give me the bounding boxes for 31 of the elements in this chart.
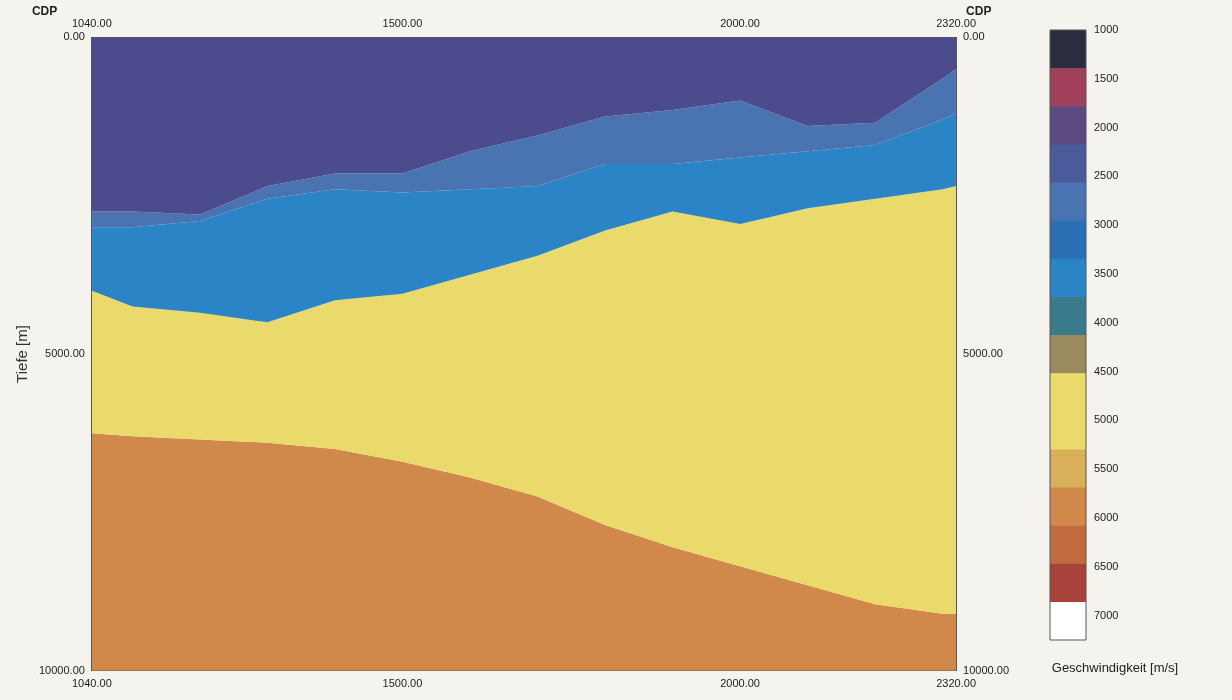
color-bar-label: 3000: [1094, 218, 1119, 231]
color-bar-label: 2500: [1094, 169, 1119, 182]
color-bar-label: 2000: [1094, 120, 1119, 133]
y2-tick-label: 5000.00: [963, 347, 1003, 360]
color-bar-label: 7000: [1094, 608, 1119, 621]
text: CDP: [31, 3, 58, 18]
x-tick-label: 1040.00: [72, 677, 112, 690]
x2-axis-title: CDP: [966, 3, 992, 18]
x-tick-label: 1500.00: [382, 677, 423, 690]
color-bar-label: 6000: [1094, 511, 1119, 524]
y-tick-label: 5000.00: [45, 347, 85, 360]
color-bar-label: 5000: [1094, 413, 1119, 426]
y2-tick-label: 10000.00: [963, 663, 1010, 676]
color-bar-label: 1000: [1094, 23, 1119, 36]
x-tick-label: 2000.00: [720, 677, 760, 690]
y-tick-label: 0.00: [63, 30, 85, 43]
color-bar-label: 1500: [1094, 71, 1119, 84]
x2-tick-label: 2320.00: [936, 16, 976, 29]
x2-tick-label: 1500.00: [382, 16, 423, 29]
x2-tick-label: 2000.00: [720, 16, 760, 29]
y-axis-title: Tiefe [m]: [13, 325, 31, 383]
y2-tick-label: 0.00: [963, 30, 985, 43]
color-bar-label: 5500: [1094, 462, 1119, 475]
x-tick-label: 2320.00: [936, 677, 976, 690]
color-bar-title: Geschwindigkeit [m/s]: [1051, 660, 1179, 676]
x2-tick-label: 1040.00: [72, 16, 112, 29]
color-bar-label: 4500: [1094, 364, 1119, 377]
y-tick-label: 10000.00: [38, 663, 85, 676]
color-bar-label: 3500: [1094, 267, 1119, 280]
color-bar-label: 6500: [1094, 559, 1119, 572]
color-bar-label: 4000: [1094, 315, 1119, 328]
